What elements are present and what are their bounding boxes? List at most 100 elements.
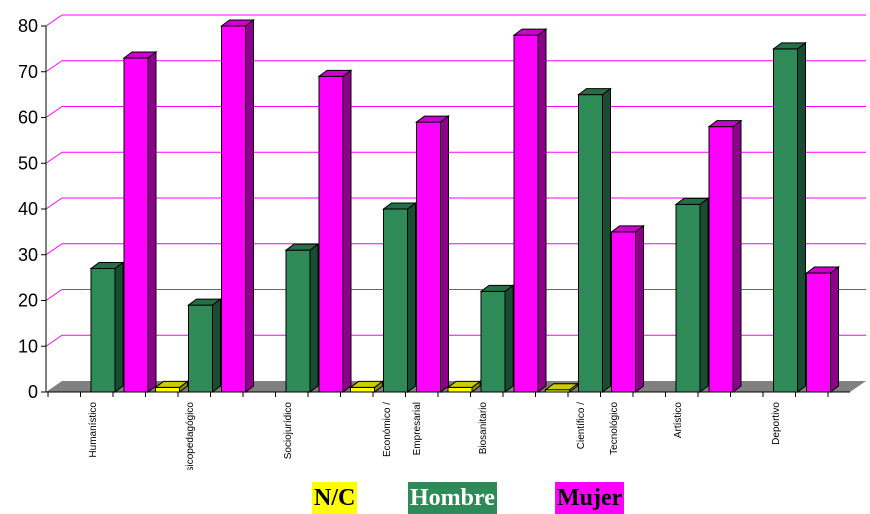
chart-legend: N/C Hombre Mujer <box>0 482 870 514</box>
bar-top <box>284 243 320 251</box>
y-tick-label: 60 <box>18 108 38 128</box>
x-category-label: Tecnológico <box>609 402 620 455</box>
bar-mujer-2 <box>220 19 255 393</box>
legend-item-mujer: Mujer <box>555 482 625 514</box>
bar-top <box>544 383 579 391</box>
bar-mujer-3 <box>317 69 353 393</box>
bar-hombre-6 <box>577 87 612 393</box>
bar-front <box>155 386 180 393</box>
bar-front <box>416 121 441 393</box>
bar-top <box>349 380 384 388</box>
gridline-connector <box>45 14 63 27</box>
y-tick-label: 80 <box>18 16 38 36</box>
bar-front <box>611 231 636 393</box>
bar-chart-svg: 0 10 20 30 40 50 60 70 80 Humanístico Psicopedagóg… <box>18 14 866 478</box>
bar-front <box>188 304 213 393</box>
bar-hombre-2 <box>187 298 222 393</box>
bar-top <box>187 298 222 306</box>
bar-side <box>440 115 449 393</box>
legend-item-hombre: Hombre <box>408 482 497 514</box>
bar-hombre-3 <box>284 243 320 393</box>
x-category-label: Deportivo <box>771 402 782 445</box>
bar-side <box>212 298 221 393</box>
bar-side <box>114 261 124 393</box>
gridline-connector <box>45 197 63 210</box>
bar-hombre-7 <box>674 197 710 393</box>
bar-side <box>245 19 254 393</box>
bar-side <box>407 202 416 393</box>
bar-front <box>90 267 116 393</box>
bar-front <box>773 48 798 393</box>
bar-top <box>707 120 743 128</box>
bar-nc-2 <box>154 380 189 393</box>
bar-front <box>675 203 701 393</box>
bar-side <box>537 28 547 393</box>
x-category-label: Económico / <box>382 402 393 457</box>
bar-top <box>479 284 515 292</box>
bar-front <box>480 290 506 393</box>
y-tick-label: 0 <box>28 382 38 402</box>
bar-top <box>446 380 482 388</box>
y-tick-label: 40 <box>18 199 38 219</box>
y-tick-label: 20 <box>18 291 38 311</box>
bar-front <box>708 126 734 393</box>
bar-top <box>805 266 840 274</box>
bar-front <box>447 386 473 393</box>
bar-hombre-1 <box>89 261 125 393</box>
gridline-connector <box>45 289 63 301</box>
bar-front <box>578 94 603 393</box>
bar-mujer-7 <box>707 119 743 393</box>
bar-front <box>513 34 539 393</box>
bar-mujer-4 <box>415 115 450 393</box>
bar-top <box>154 380 189 388</box>
x-category-label: Artístico <box>673 402 684 439</box>
bar-side <box>797 41 806 393</box>
bar-top <box>382 202 417 210</box>
bar-side <box>147 51 157 393</box>
gridline-connector <box>45 243 63 256</box>
bar-top <box>577 88 612 96</box>
x-category-label: Psicopedagógico <box>185 402 196 470</box>
x-category-label: Científico / <box>576 402 587 449</box>
bar-top <box>772 42 807 50</box>
y-tick-label: 70 <box>18 62 38 82</box>
bar-top <box>220 19 255 27</box>
bar-mujer-1 <box>122 51 158 393</box>
x-category-label: Humanístico <box>88 402 99 458</box>
bar-side <box>342 69 352 393</box>
x-category-label: Biosanitario <box>478 402 489 455</box>
bar-side <box>830 266 839 393</box>
y-tick-label: 50 <box>18 153 38 173</box>
gridline-connector <box>45 334 63 347</box>
bar-mujer-5 <box>512 28 548 393</box>
bar-hombre-5 <box>479 284 515 393</box>
bar-hombre-8 <box>772 41 807 393</box>
bar-front <box>221 25 246 393</box>
bar-side <box>699 197 709 393</box>
y-tick-label: 10 <box>18 336 38 356</box>
legend-item-nc: N/C <box>312 482 358 514</box>
bar-mujer-6 <box>610 224 645 393</box>
bar-front <box>806 272 831 393</box>
bar-hombre-4 <box>382 202 417 393</box>
x-category-label: Sociojurídico <box>283 402 294 460</box>
bar-top <box>610 225 645 233</box>
x-category-label: Empresarial <box>412 402 423 455</box>
bar-mujer-8 <box>805 266 840 393</box>
gridline-connector <box>45 60 63 73</box>
bar-front <box>285 249 311 393</box>
bar-side <box>635 224 644 393</box>
bar-nc-6 <box>544 382 579 393</box>
bar-top <box>512 28 548 36</box>
bar-nc-4 <box>349 380 384 393</box>
bar-front <box>350 386 375 393</box>
bar-side <box>602 87 611 393</box>
gridline-connector <box>45 151 63 164</box>
bar-side <box>732 119 742 393</box>
bar-top <box>89 261 125 269</box>
bar-top <box>674 197 710 205</box>
y-tick-label: 30 <box>18 245 38 265</box>
gridline-connector <box>45 106 63 118</box>
bar-top <box>415 115 450 123</box>
